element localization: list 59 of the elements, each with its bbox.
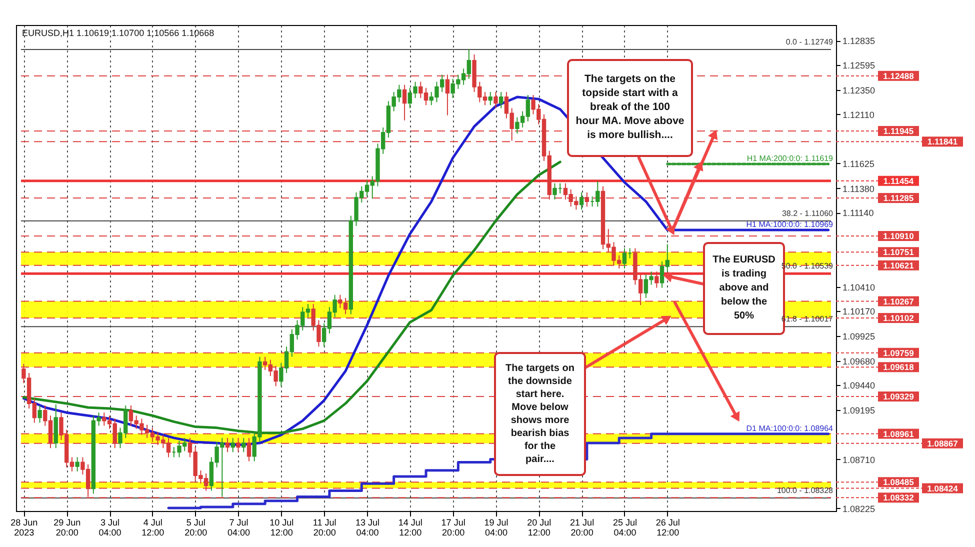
x-tick-label: 11 Jul 20:00 [312,518,336,538]
y-tick-label: 1.12350 [842,85,876,96]
y-tick-label: 1.08710 [842,454,876,465]
y-tick-label: 1.09680 [842,356,876,366]
ref-line-label: 1.10910 [883,231,914,242]
series-label: H1 MA:100:0:0: 1.10969 [746,220,834,229]
x-tick-label: 26 Jul 12:00 [656,518,680,538]
x-tick-label: 3 Jul 04:00 [98,518,122,538]
y-tick-label: 1.12595 [842,60,876,71]
y-tick-label: 1.09925 [842,331,876,342]
ref-line-label: 1.09618 [883,362,914,372]
series-label: H1 MA:200:0:0: 1.11619 [746,154,834,163]
y-tick-label: 1.11625 [842,158,874,169]
x-tick-label: 19 Jul 04:00 [484,518,508,538]
x-tick-label: 21 Jul 20:00 [570,518,594,538]
ref-line-label: 1.11841 [927,136,958,147]
y-tick-label: 1.12835 [842,36,876,46]
x-tick-label: 17 Jul 20:00 [441,518,466,538]
x-tick-label: 7 Jul 04:00 [227,518,250,538]
series-label: D1 MA:100:0:0: 1.08964 [746,424,834,433]
annotation: 0.0 - 1.12749 [786,37,834,46]
annotation: 100.0 - 1.08328 [776,486,834,496]
ref-line-label: 1.09759 [883,348,914,358]
x-tick-label: 20 Jul 12:00 [527,518,552,538]
x-tick-label: 25 Jul 04:00 [612,518,637,538]
x-tick-label: 10 Jul 12:00 [270,518,294,538]
ref-line-label: 1.11454 [883,176,914,186]
annotation: 38.2 - 1.11060 [782,208,834,218]
ref-line-label: 1.10102 [883,313,914,324]
x-tick-label: 14 Jul 12:00 [398,518,422,538]
ref-line-label: 1.08424 [927,483,958,494]
ref-line-label: 1.08867 [927,438,958,448]
y-tick-label: 1.08225 [842,504,876,514]
annotation: The EURUSD is trading above and below the 50% [712,254,776,322]
ref-line-label: 1.11285 [883,192,914,203]
annotation: The targets on the downside start here. Move below shows more bearish bias for the pair.... [506,363,574,465]
ref-line-label: 1.12488 [883,70,914,81]
y-tick-label: 1.09440 [842,380,876,391]
y-tick-label: 1.09195 [842,406,876,416]
ref-line-label: 1.08961 [883,428,914,439]
ref-line-label: 1.10621 [883,260,914,270]
ref-line-label: 1.09329 [883,391,914,402]
ref-line-label: 1.11945 [883,126,914,136]
x-tick-label: 4 Jul 12:00 [142,518,164,538]
x-tick-label: 13 Jul 04:00 [355,518,380,538]
ref-line-label: 1.08332 [883,492,914,503]
x-tick-label: 29 Jun 20:00 [54,518,81,538]
y-tick-label: 1.10170 [842,306,876,317]
ref-line-label: 1.10751 [883,247,914,258]
x-tick-label: 28 Jun 2023 [10,518,38,538]
y-tick-label: 1.11380 [842,184,874,194]
ref-line-label: 1.08485 [883,477,914,488]
chart-title: EURUSD,H1 1.10619 1.10700 1.10566 1.10668 [22,28,214,38]
annotation: The targets on the topside start with a break of the 100 hour MA. Move above is more bullish.... [576,73,684,141]
x-tick-label: 5 Jul 20:00 [184,518,208,538]
y-tick-label: 1.12110 [842,110,874,120]
y-tick-label: 1.10410 [842,282,876,292]
y-tick-label: 1.11140 [842,208,874,218]
ref-line-label: 1.10267 [883,296,914,306]
